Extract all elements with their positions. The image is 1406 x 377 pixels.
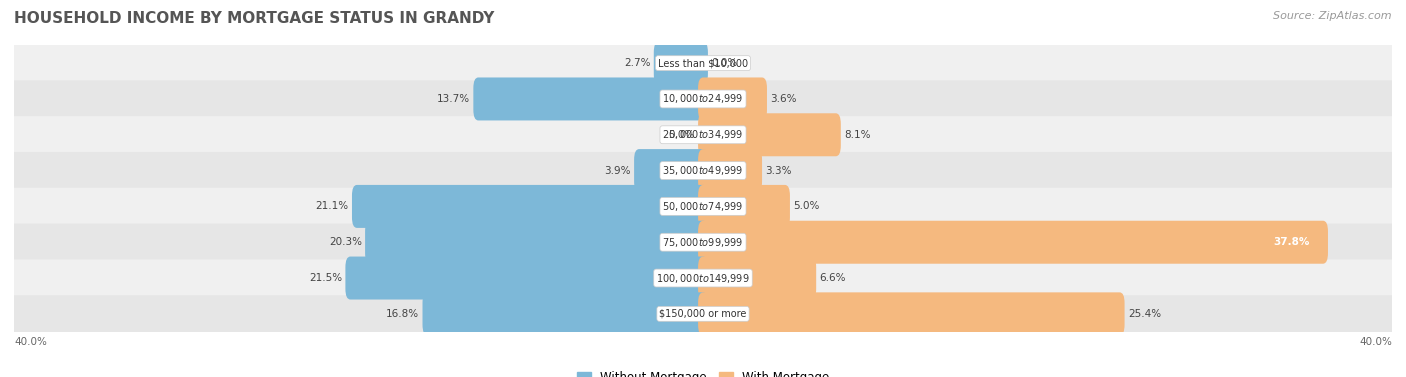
- Text: $50,000 to $74,999: $50,000 to $74,999: [662, 200, 744, 213]
- Text: Source: ZipAtlas.com: Source: ZipAtlas.com: [1274, 11, 1392, 21]
- Text: 21.1%: 21.1%: [315, 201, 349, 211]
- FancyBboxPatch shape: [366, 221, 709, 264]
- FancyBboxPatch shape: [14, 259, 1392, 297]
- FancyBboxPatch shape: [697, 78, 768, 121]
- FancyBboxPatch shape: [14, 44, 1392, 82]
- Text: 13.7%: 13.7%: [437, 94, 470, 104]
- FancyBboxPatch shape: [697, 113, 841, 156]
- Text: 5.0%: 5.0%: [793, 201, 820, 211]
- FancyBboxPatch shape: [697, 257, 815, 300]
- Text: 3.9%: 3.9%: [605, 166, 631, 176]
- Text: HOUSEHOLD INCOME BY MORTGAGE STATUS IN GRANDY: HOUSEHOLD INCOME BY MORTGAGE STATUS IN G…: [14, 11, 495, 26]
- Text: 40.0%: 40.0%: [14, 337, 46, 347]
- FancyBboxPatch shape: [14, 295, 1392, 333]
- Text: 8.1%: 8.1%: [844, 130, 870, 140]
- Text: Less than $10,000: Less than $10,000: [658, 58, 748, 68]
- FancyBboxPatch shape: [697, 149, 762, 192]
- Text: $150,000 or more: $150,000 or more: [659, 309, 747, 319]
- FancyBboxPatch shape: [14, 224, 1392, 261]
- Text: 25.4%: 25.4%: [1128, 309, 1161, 319]
- FancyBboxPatch shape: [14, 152, 1392, 189]
- FancyBboxPatch shape: [654, 42, 709, 85]
- Text: 37.8%: 37.8%: [1274, 237, 1310, 247]
- FancyBboxPatch shape: [14, 116, 1392, 153]
- Text: 20.3%: 20.3%: [329, 237, 361, 247]
- FancyBboxPatch shape: [697, 293, 1125, 336]
- Text: $25,000 to $34,999: $25,000 to $34,999: [662, 128, 744, 141]
- Legend: Without Mortgage, With Mortgage: Without Mortgage, With Mortgage: [572, 366, 834, 377]
- Text: $10,000 to $24,999: $10,000 to $24,999: [662, 92, 744, 106]
- FancyBboxPatch shape: [352, 185, 709, 228]
- Text: 16.8%: 16.8%: [387, 309, 419, 319]
- Text: 6.6%: 6.6%: [820, 273, 846, 283]
- Text: 3.6%: 3.6%: [770, 94, 797, 104]
- FancyBboxPatch shape: [697, 185, 790, 228]
- Text: $35,000 to $49,999: $35,000 to $49,999: [662, 164, 744, 177]
- FancyBboxPatch shape: [14, 80, 1392, 118]
- Text: 0.0%: 0.0%: [711, 58, 738, 68]
- FancyBboxPatch shape: [474, 78, 707, 121]
- Text: 3.3%: 3.3%: [765, 166, 792, 176]
- Text: $100,000 to $149,999: $100,000 to $149,999: [657, 271, 749, 285]
- FancyBboxPatch shape: [14, 188, 1392, 225]
- Text: 2.7%: 2.7%: [624, 58, 651, 68]
- FancyBboxPatch shape: [422, 293, 709, 336]
- Text: 21.5%: 21.5%: [309, 273, 342, 283]
- FancyBboxPatch shape: [346, 257, 709, 300]
- FancyBboxPatch shape: [697, 221, 1329, 264]
- Text: 0.0%: 0.0%: [668, 130, 695, 140]
- Text: 40.0%: 40.0%: [1360, 337, 1392, 347]
- Text: $75,000 to $99,999: $75,000 to $99,999: [662, 236, 744, 249]
- FancyBboxPatch shape: [634, 149, 709, 192]
